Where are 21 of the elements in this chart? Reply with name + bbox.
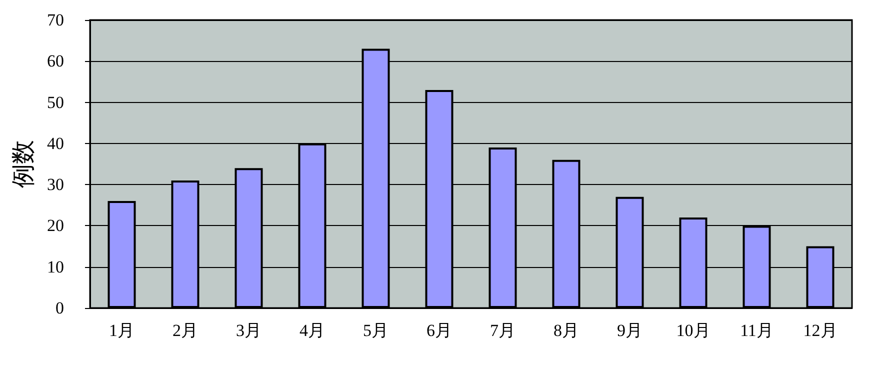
- y-tick-label: 40: [47, 134, 64, 153]
- y-tick-label: 50: [47, 92, 64, 112]
- y-axis-title: 例数: [11, 140, 38, 188]
- y-tick-label: 30: [47, 175, 64, 194]
- x-tick-label: 4月: [300, 321, 325, 340]
- x-tick-label: 6月: [426, 321, 452, 340]
- x-tick-label: 11月: [740, 321, 774, 340]
- x-tick-label: 5月: [363, 321, 388, 340]
- y-tick-label: 70: [47, 10, 64, 30]
- x-tick-label: 2月: [172, 321, 198, 340]
- x-tick-label: 3月: [236, 321, 262, 340]
- x-tick-label: 1月: [109, 321, 134, 340]
- x-tick-label: 7月: [490, 321, 516, 340]
- x-tick-label: 9月: [617, 321, 642, 340]
- x-tick-label: 10月: [676, 321, 710, 340]
- y-tick-label: 10: [47, 257, 64, 276]
- x-tick-label: 8月: [554, 321, 579, 340]
- y-tick-label: 0: [56, 298, 64, 318]
- y-tick-label: 60: [47, 52, 64, 71]
- x-tick-label: 12月: [803, 321, 838, 340]
- y-tick-label: 20: [47, 216, 64, 236]
